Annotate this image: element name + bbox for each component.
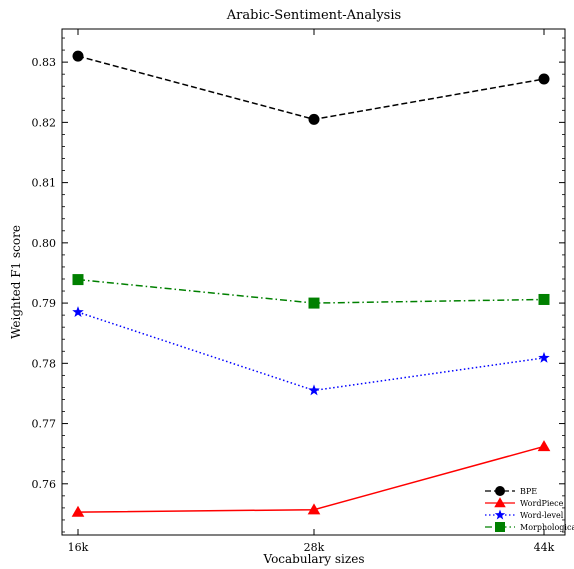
marker-circle	[538, 73, 550, 85]
y-tick-label: 0.82	[32, 116, 57, 129]
marker-star	[494, 509, 506, 520]
x-axis-label: Vocabulary sizes	[263, 552, 365, 566]
legend-label: Word-level	[520, 511, 564, 520]
legend-entry: Word-level	[485, 509, 564, 520]
x-tick-label: 16k	[68, 541, 89, 554]
marker-star	[538, 351, 550, 363]
marker-circle	[308, 113, 320, 125]
marker-star	[308, 384, 320, 396]
series-word-level	[72, 306, 550, 396]
marker-triangle	[71, 505, 85, 517]
series-morphological	[72, 274, 550, 309]
series-line	[77, 311, 545, 392]
series-bpe	[72, 50, 550, 125]
marker-circle	[495, 486, 505, 496]
marker-square	[495, 522, 505, 532]
y-tick-label: 0.77	[32, 418, 57, 431]
y-tick-label: 0.76	[32, 478, 57, 491]
marker-square	[308, 297, 320, 309]
legend-label: WordPiece	[520, 499, 564, 508]
legend-entry: WordPiece	[485, 497, 564, 508]
x-tick-label: 28k	[304, 541, 325, 554]
chart-title: Arabic-Sentiment-Analysis	[226, 8, 401, 23]
marker-triangle	[307, 503, 321, 515]
series-line	[77, 445, 545, 513]
y-tick-label: 0.78	[32, 357, 57, 370]
legend-label: Morphological	[520, 523, 574, 532]
marker-triangle	[494, 497, 506, 508]
series-line	[77, 55, 545, 121]
plot-frame	[61, 28, 566, 536]
legend-entry: BPE	[485, 486, 537, 496]
marker-star	[72, 306, 84, 318]
series-wordpiece	[71, 440, 551, 517]
y-tick-label: 0.81	[32, 177, 57, 190]
legend: BPE WordPiece Word-level Morphological	[485, 486, 574, 532]
x-tick-label: 44k	[534, 541, 555, 554]
marker-circle	[72, 50, 84, 62]
y-axis-label: Weighted F1 score	[9, 225, 23, 339]
marker-square	[538, 293, 550, 305]
legend-label: BPE	[520, 487, 537, 496]
y-tick-label: 0.79	[32, 297, 57, 310]
marker-square	[72, 274, 84, 286]
y-tick-label: 0.83	[32, 56, 57, 69]
y-tick-label: 0.80	[32, 237, 57, 250]
legend-entry: Morphological	[485, 522, 574, 532]
marker-triangle	[537, 440, 551, 452]
